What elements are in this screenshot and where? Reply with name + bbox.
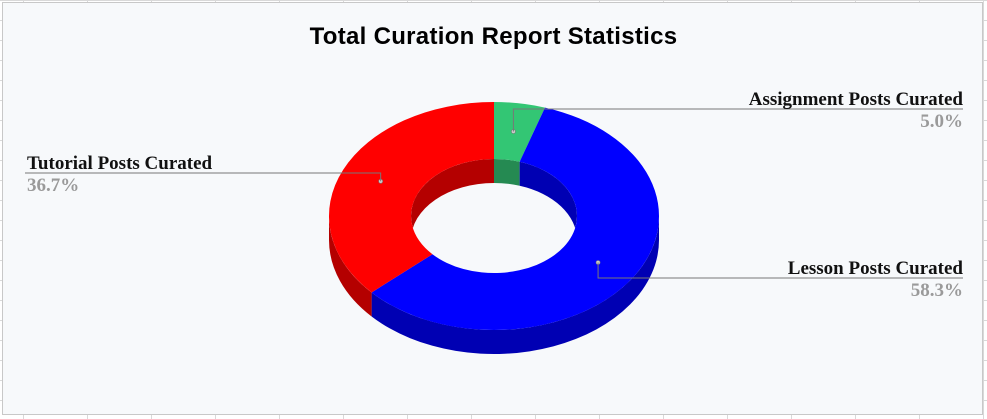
slice-sides [328,216,659,355]
slice-tutorial-posts-curated[interactable] [328,102,494,293]
slice-inner-wall-assignment-posts-curated [494,159,520,186]
label-tutorial-posts-curated: Tutorial Posts Curated [27,153,213,174]
slice-tops [328,102,659,330]
value-lesson-posts-curated: 58.3% [911,280,963,301]
slice-inner-wall-lesson-posts-curated [519,161,578,240]
value-tutorial-posts-curated: 36.7% [27,175,79,196]
slice-lesson-posts-curated[interactable] [371,107,659,330]
leader-line-tutorial-posts-curated [25,172,382,182]
chart-area[interactable]: Total Curation Report Statistics Assignm… [2,2,983,415]
label-assignment-posts-curated: Assignment Posts Curated [749,89,964,110]
leader-line-lesson-posts-curated [597,262,963,279]
slice-side-lesson-posts-curated [371,216,659,355]
slice-side-tutorial-posts-curated [328,216,372,317]
slice-inner-wall-tutorial-posts-curated [411,159,494,240]
chart-title: Total Curation Report Statistics [309,23,678,50]
value-assignment-posts-curated: 5.0% [920,111,963,132]
slice-assignment-posts-curated[interactable] [494,102,545,162]
leader-line-assignment-posts-curated [512,108,963,132]
label-lesson-posts-curated: Lesson Posts Curated [788,258,964,279]
